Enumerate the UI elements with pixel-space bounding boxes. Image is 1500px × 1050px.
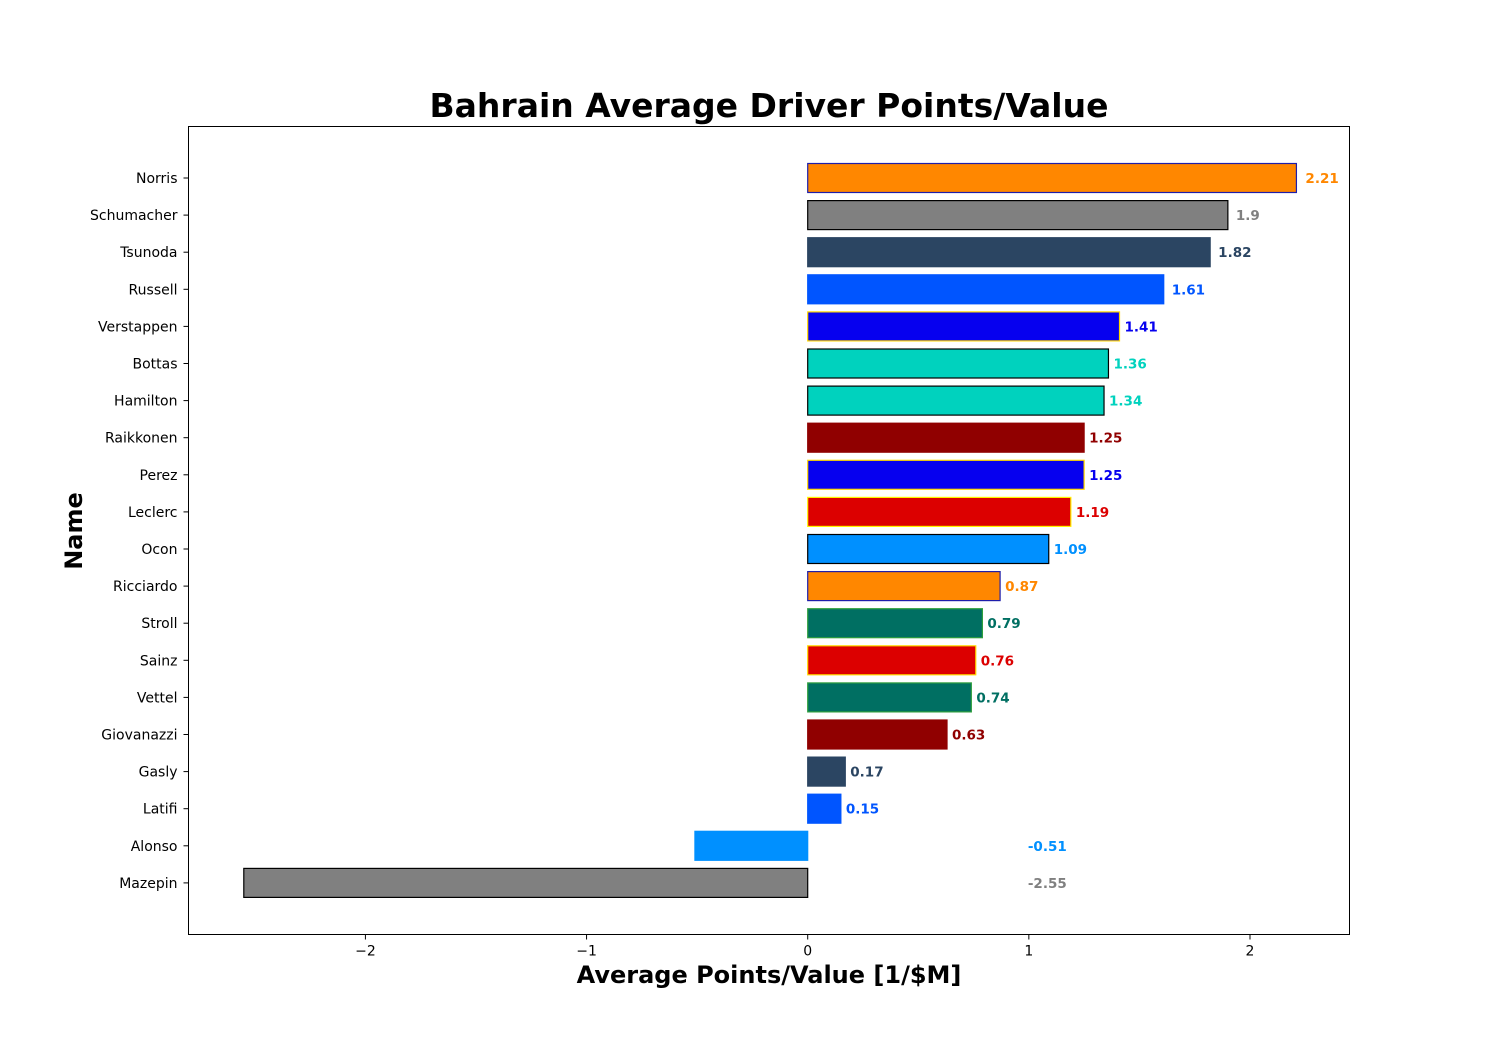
y-tick-label-giovanazzi: Giovanazzi [101,728,177,744]
x-axis: −2 −1 0 1 2 [355,934,1255,960]
bar-norris [807,162,1298,194]
value-label-alonso: -0.51 [1028,839,1067,855]
value-label-russell: 1.61 [1172,282,1205,298]
y-tick-label-russell: Russell [129,282,178,298]
y-tick-label-ricciardo: Ricciardo [113,579,177,595]
x-axis-label: Average Points/Value [1/$M] [577,961,962,989]
bar-raikkonen [807,422,1085,453]
value-label-stroll: 0.79 [987,616,1020,632]
value-label-latifi: 0.15 [846,802,879,818]
y-tick-label-hamilton: Hamilton [114,394,177,410]
chart-title: Bahrain Average Driver Points/Value [430,86,1109,125]
bar-ricciardo [807,570,1001,602]
bar-leclerc [807,496,1072,527]
bar-latifi [807,793,842,824]
bar-alonso [694,830,809,861]
value-label-sainz: 0.76 [981,653,1014,669]
bars-group [243,162,1298,899]
y-tick-label-stroll: Stroll [141,616,177,632]
value-label-ricciardo: 0.87 [1005,579,1038,595]
bar-mazepin [243,867,809,899]
bar-hamilton [807,385,1105,416]
value-label-ocon: 1.09 [1054,542,1087,558]
x-tick-label: −2 [355,944,376,960]
bar-gasly [807,756,846,787]
y-tick-label-mazepin: Mazepin [119,876,177,892]
bar-schumacher [807,200,1229,231]
x-tick-label: 2 [1246,944,1255,960]
y-axis: Norris Schumacher Tsunoda Russell Verstappen… [90,171,189,892]
bar-giovanazzi [807,719,948,750]
y-tick-label-vettel: Vettel [137,690,178,706]
bar-vettel [807,682,972,713]
bar-stroll [807,608,984,639]
value-label-hamilton: 1.34 [1109,394,1142,410]
x-tick-label: 0 [803,944,812,960]
y-tick-label-perez: Perez [140,468,178,484]
y-tick-label-schumacher: Schumacher [90,208,178,224]
bar-tsunoda [807,237,1211,268]
value-label-mazepin: -2.55 [1028,876,1067,892]
bar-bottas [807,348,1110,379]
value-labels-group: 2.21 1.9 1.82 1.61 1.41 1.36 1.34 1.25 1.25 1.19 1… [846,171,1339,892]
value-label-bottas: 1.36 [1113,357,1146,373]
bar-sainz [807,645,977,676]
value-label-gasly: 0.17 [850,765,883,781]
x-tick-label: 1 [1024,944,1033,960]
value-label-norris: 2.21 [1305,171,1338,187]
y-axis-label: Name [60,492,88,570]
y-tick-label-raikkonen: Raikkonen [105,431,178,447]
y-tick-label-verstappen: Verstappen [98,319,177,335]
y-tick-label-leclerc: Leclerc [128,505,178,521]
y-tick-label-latifi: Latifi [143,802,178,818]
value-label-raikkonen: 1.25 [1089,431,1122,447]
y-tick-label-tsunoda: Tsunoda [119,245,177,261]
bar-verstappen [807,311,1121,342]
value-label-vettel: 0.74 [976,690,1009,706]
y-tick-label-ocon: Ocon [141,542,177,558]
value-label-giovanazzi: 0.63 [952,728,985,744]
bar-perez [807,459,1085,490]
value-label-verstappen: 1.41 [1125,319,1158,335]
y-tick-label-alonso: Alonso [131,839,178,855]
value-label-tsunoda: 1.82 [1218,245,1251,261]
y-tick-label-sainz: Sainz [140,653,178,669]
y-tick-label-bottas: Bottas [132,357,177,373]
plot-frame [188,126,1350,935]
x-tick-label: −1 [576,944,597,960]
bar-ocon [807,533,1050,565]
y-tick-label-norris: Norris [136,171,178,187]
y-tick-label-gasly: Gasly [139,765,178,781]
value-label-perez: 1.25 [1089,468,1122,484]
bar-russell [807,274,1165,305]
value-label-schumacher: 1.9 [1236,208,1260,224]
value-label-leclerc: 1.19 [1076,505,1109,521]
